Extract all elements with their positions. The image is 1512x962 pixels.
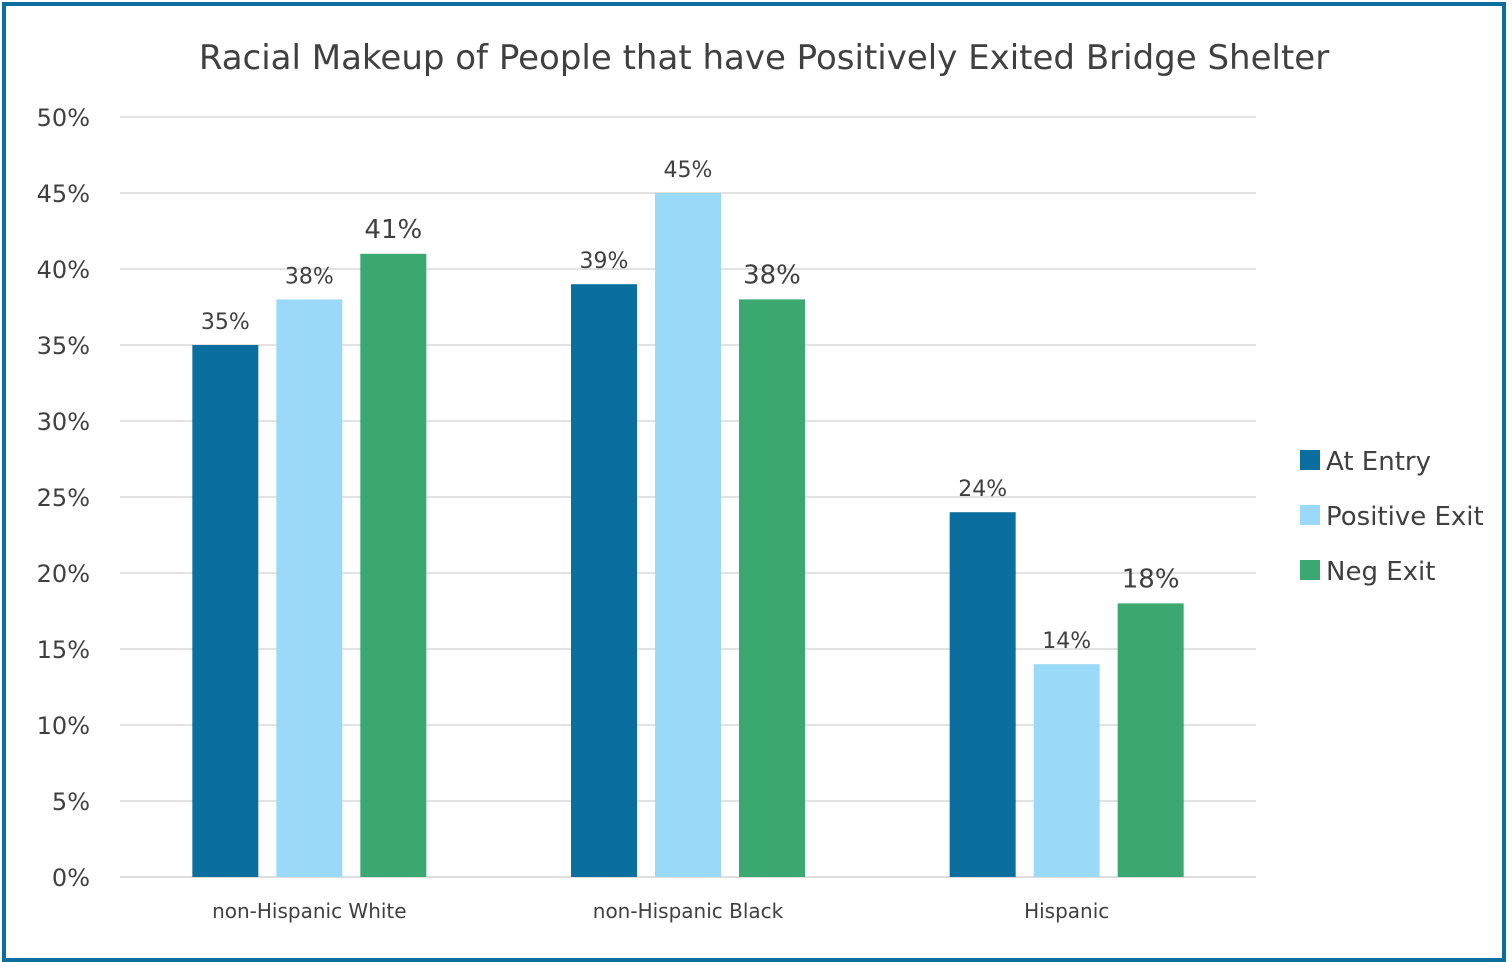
data-labels: 35% 38% 41% 39% 45% 38% 24% 14% 18% <box>201 158 1180 654</box>
bar <box>739 299 805 877</box>
y-tick-label: 30% <box>37 408 90 436</box>
legend-swatch <box>1300 560 1320 580</box>
y-tick-label: 0% <box>52 864 90 892</box>
y-tick-label: 45% <box>37 180 90 208</box>
data-label: 39% <box>580 249 629 274</box>
y-tick-label: 50% <box>37 104 90 132</box>
legend-swatch <box>1300 450 1320 470</box>
data-label: 24% <box>958 477 1007 502</box>
bar <box>276 299 343 877</box>
y-tick-label: 10% <box>37 712 90 740</box>
data-label: 45% <box>664 158 713 183</box>
x-tick-label: non-Hispanic White <box>212 899 407 923</box>
data-label: 14% <box>1042 629 1091 654</box>
y-tick-label: 25% <box>37 484 90 512</box>
legend-swatch <box>1300 505 1320 525</box>
x-axis-tick-labels: non-Hispanic White non-Hispanic Black Hisp… <box>212 899 1109 923</box>
y-tick-label: 40% <box>37 256 90 284</box>
x-tick-label: Hispanic <box>1024 899 1109 923</box>
y-tick-label: 20% <box>37 560 90 588</box>
y-tick-label: 5% <box>52 788 90 816</box>
bars <box>192 193 1184 878</box>
y-axis-tick-labels: 0% 5% 10% 15% 20% 25% 30% 35% 40% 45% 50% <box>37 104 90 892</box>
legend-label: Neg Exit <box>1326 557 1435 587</box>
data-label: 41% <box>364 215 422 245</box>
y-tick-label: 35% <box>37 332 90 360</box>
bar-chart: Racial Makeup of People that have Positi… <box>37 38 1484 923</box>
chart-title: Racial Makeup of People that have Positi… <box>199 38 1329 78</box>
legend-label: Positive Exit <box>1326 502 1484 532</box>
bar <box>949 512 1016 877</box>
data-label: 18% <box>1122 564 1180 594</box>
bar <box>1033 664 1100 877</box>
data-label: 38% <box>285 264 334 289</box>
bar <box>192 345 259 877</box>
bar <box>1117 603 1184 877</box>
data-label: 35% <box>201 310 250 335</box>
legend: At Entry Positive Exit Neg Exit <box>1300 447 1484 587</box>
y-tick-label: 15% <box>37 636 90 664</box>
data-label: 38% <box>743 260 801 290</box>
bar <box>360 253 427 878</box>
x-tick-label: non-Hispanic Black <box>593 899 784 923</box>
legend-label: At Entry <box>1326 447 1431 477</box>
bar <box>571 284 637 877</box>
bar <box>655 193 721 877</box>
